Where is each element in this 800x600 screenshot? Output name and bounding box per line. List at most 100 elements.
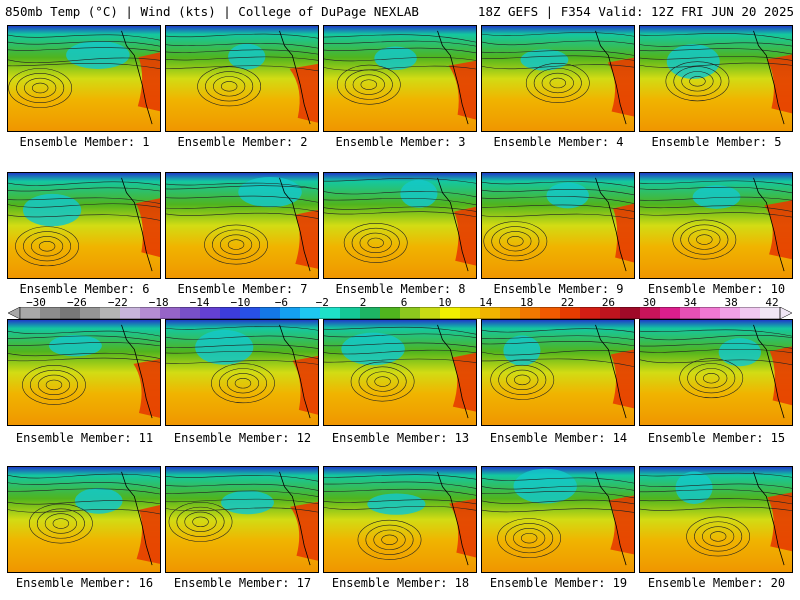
contour-line xyxy=(351,227,400,258)
cool-anomaly xyxy=(692,185,741,209)
contour-line xyxy=(324,197,476,206)
contour-line xyxy=(689,76,706,87)
colorbar-swatch xyxy=(520,307,541,319)
colorbar-tick-label: 42 xyxy=(765,296,779,309)
contour-line xyxy=(204,224,268,265)
coastline xyxy=(437,324,469,419)
ensemble-member-map xyxy=(639,466,793,573)
warm-anomaly xyxy=(769,346,792,406)
contour-line xyxy=(672,219,737,260)
colorbar-tick-label: −30 xyxy=(26,296,46,309)
coastline xyxy=(595,324,627,419)
colorbar-swatch xyxy=(640,307,661,319)
coastline xyxy=(279,324,311,419)
colorbar-tick-label: −18 xyxy=(148,296,169,309)
ensemble-member-label: Ensemble Member: 14 xyxy=(489,431,628,445)
contour-line xyxy=(507,236,524,247)
coastline xyxy=(437,30,469,125)
contour-line xyxy=(324,358,476,363)
contour-line xyxy=(166,344,318,349)
run-valid-time: 18Z GEFS | F354 Valid: 12Z FRI JUN 20 20… xyxy=(477,4,794,19)
contour-line xyxy=(640,42,792,47)
ensemble-member-label: Ensemble Member: 13 xyxy=(331,431,470,445)
ensemble-member-map xyxy=(481,319,635,426)
ensemble-member-label: Ensemble Member: 5 xyxy=(651,135,782,149)
contour-line xyxy=(184,511,217,532)
contour-line xyxy=(513,528,546,549)
cool-anomaly xyxy=(520,49,569,71)
ensemble-member-label: Ensemble Member: 1 xyxy=(19,135,150,149)
warm-anomaly xyxy=(289,63,318,123)
colorbar-swatch xyxy=(700,307,721,319)
warm-anomaly xyxy=(292,355,318,415)
contour-line xyxy=(8,197,160,204)
contour-line xyxy=(681,71,714,92)
colorbar-tick-label: 22 xyxy=(560,296,575,309)
contour-line xyxy=(8,63,160,69)
contour-line xyxy=(324,505,476,511)
contour-line xyxy=(482,485,634,491)
colorbar-tick-label: 38 xyxy=(724,296,738,309)
contour-line xyxy=(359,232,392,254)
contour-line xyxy=(8,57,160,64)
cool-anomaly xyxy=(195,329,254,365)
ensemble-member-map xyxy=(323,319,477,426)
colorbar-swatch xyxy=(240,307,261,319)
warm-anomaly xyxy=(454,206,476,266)
ensemble-member-map xyxy=(323,25,477,132)
contour-line xyxy=(640,56,792,61)
contour-line xyxy=(640,348,792,354)
ensemble-member-map xyxy=(165,172,319,279)
colorbar-tick-label: 10 xyxy=(438,296,452,309)
contour-line xyxy=(482,477,634,484)
contour-line xyxy=(640,329,792,337)
contour-line xyxy=(514,374,531,386)
contour-line xyxy=(352,74,385,95)
cool-anomaly xyxy=(367,493,426,515)
contour-line xyxy=(520,532,538,544)
ensemble-member-map xyxy=(639,319,793,426)
contour-line xyxy=(8,342,160,347)
contour-line xyxy=(22,364,86,405)
contour-line xyxy=(324,40,476,47)
contour-line xyxy=(166,490,318,497)
coastline xyxy=(279,177,311,272)
ensemble-member-label: Ensemble Member: 7 xyxy=(177,282,308,296)
colorbar-swatch xyxy=(320,307,341,319)
colorbar-swatch xyxy=(40,307,61,319)
ensemble-member-map xyxy=(7,319,161,426)
contour-line xyxy=(220,81,238,92)
colorbar-swatch xyxy=(500,307,521,319)
coastline xyxy=(279,30,311,125)
contour-line xyxy=(482,189,634,196)
contour-line xyxy=(192,516,209,528)
contour-line xyxy=(640,186,792,194)
contour-line xyxy=(324,34,476,43)
warm-anomaly xyxy=(610,349,634,409)
contour-line xyxy=(8,482,160,489)
ensemble-member-label: Ensemble Member: 19 xyxy=(489,576,628,590)
contour-line xyxy=(343,222,408,263)
coastline xyxy=(437,177,469,272)
colorbar-swatch xyxy=(680,307,701,319)
contour-line xyxy=(218,368,267,399)
contour-line xyxy=(482,55,634,61)
contour-line xyxy=(482,213,634,220)
contour-line xyxy=(482,499,634,505)
temperature-field xyxy=(640,320,792,425)
ensemble-member-label: Ensemble Member: 2 xyxy=(177,135,308,149)
contour-line xyxy=(482,340,634,347)
colorbar-tick-label: −22 xyxy=(107,296,128,309)
contour-line xyxy=(703,373,720,384)
cool-anomaly xyxy=(718,338,762,367)
contour-line xyxy=(23,231,72,262)
ensemble-member-label: Ensemble Member: 8 xyxy=(335,282,466,296)
contour-line xyxy=(8,214,160,221)
contour-line xyxy=(205,71,254,102)
colorbar-swatch xyxy=(720,307,741,319)
colorbar-swatch xyxy=(560,307,581,319)
contour-line xyxy=(30,236,64,257)
colorbar-swatch xyxy=(60,307,81,319)
colorbar-swatch xyxy=(480,307,501,319)
coastline xyxy=(121,177,153,272)
